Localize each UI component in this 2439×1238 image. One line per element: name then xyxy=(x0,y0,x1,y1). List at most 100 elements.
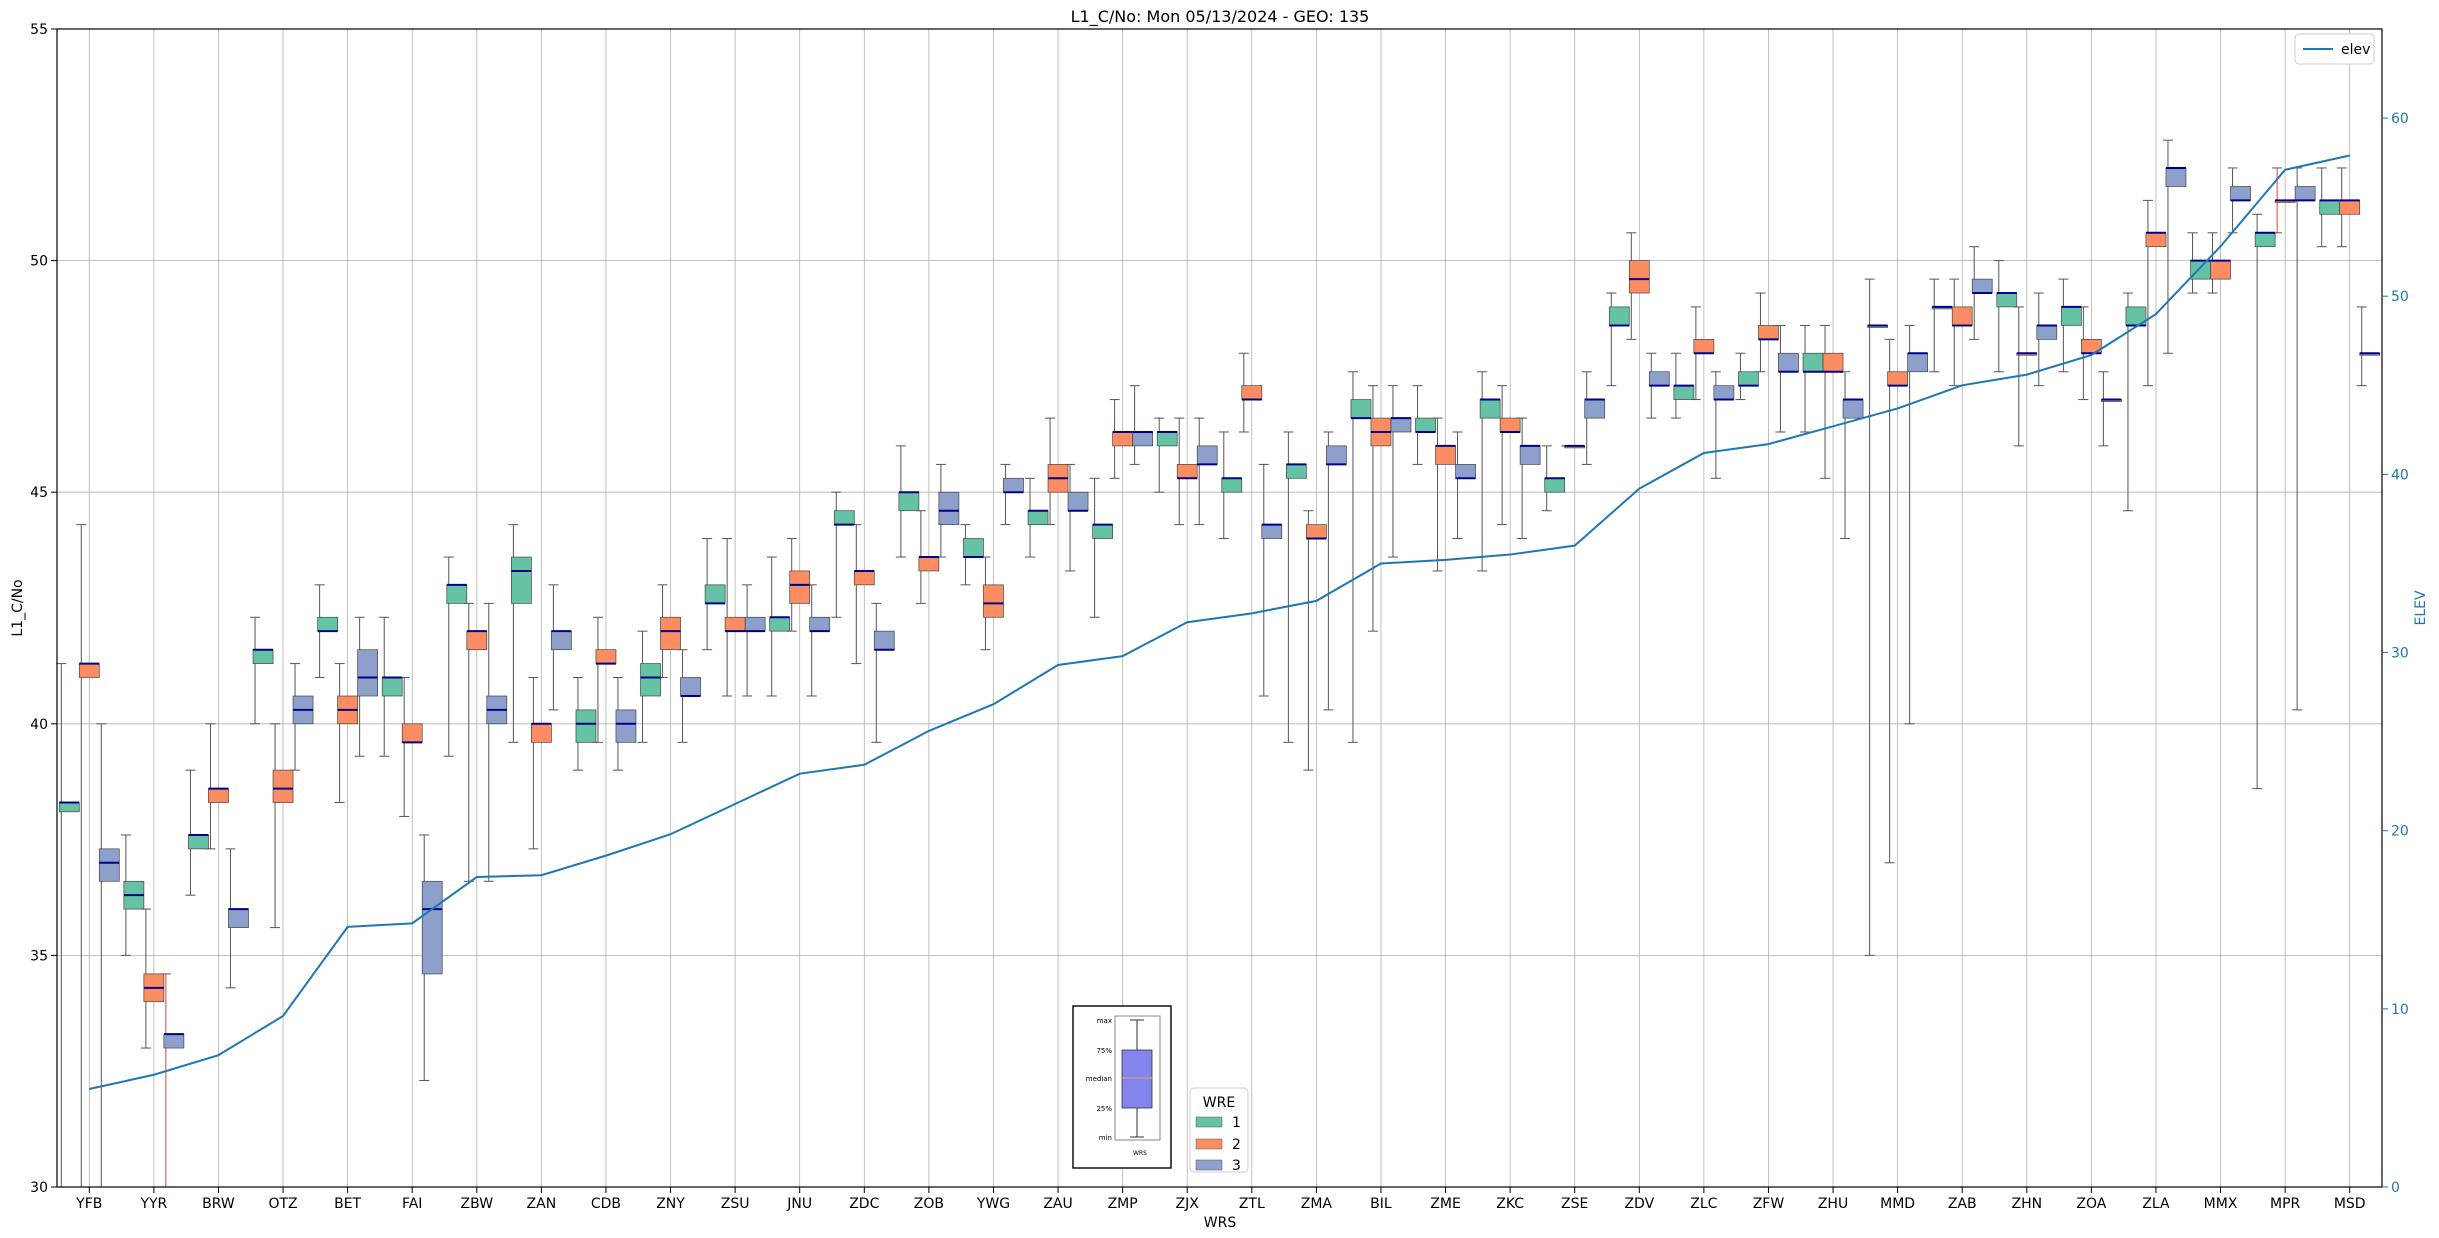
x-tick-label: BRW xyxy=(202,1196,235,1212)
y-tick-label: 40 xyxy=(30,717,48,733)
box-wre-3 xyxy=(873,630,895,651)
box-wre-1 xyxy=(2254,232,2276,248)
x-tick-label: ZAN xyxy=(527,1196,557,1212)
box-wre-1 xyxy=(898,491,920,512)
box-wre-2 xyxy=(1499,417,1521,433)
box-wre-1 xyxy=(1544,477,1566,493)
box-wre-1 xyxy=(1092,524,1113,539)
box-wre-1 xyxy=(640,663,661,697)
box-wre-2 xyxy=(1241,385,1263,400)
box-wre-3 xyxy=(809,616,831,632)
box-wre-3 xyxy=(680,677,701,697)
x-tick-label: ZDV xyxy=(1624,1196,1654,1212)
x-tick-label: MSD xyxy=(2334,1196,2366,1212)
x-tick-label: ZJX xyxy=(1176,1196,1200,1212)
box-key-min-label: min xyxy=(1099,1134,1112,1142)
box-wre-3 xyxy=(1971,278,1993,294)
box-key-q3-label: 75% xyxy=(1096,1047,1112,1055)
box-wre-1 xyxy=(1027,510,1049,525)
x-tick-label: ZMP xyxy=(1108,1196,1138,1212)
elev-legend: elev xyxy=(2294,33,2375,65)
y2-tick-label: 0 xyxy=(2391,1180,2400,1196)
box-wre-2 xyxy=(2145,232,2167,248)
box-wre-2 xyxy=(2339,200,2361,215)
box-wre-3 xyxy=(1390,417,1412,433)
box-wre-1 xyxy=(2190,260,2211,280)
box-wre-1 xyxy=(1286,464,1307,479)
x-tick-label: FAI xyxy=(402,1196,422,1212)
box-wre-1 xyxy=(1156,431,1178,447)
box-wre-2 xyxy=(78,663,100,678)
box-wre-1 xyxy=(2061,306,2082,326)
boxes xyxy=(58,167,2381,1049)
wre-legend-label-1: 1 xyxy=(1232,1115,1241,1131)
box-wre-1 xyxy=(1673,385,1695,400)
wre-legend: WRE 1 2 3 xyxy=(1189,1087,1249,1174)
median-lines xyxy=(59,166,2380,1036)
box-wre-3 xyxy=(615,709,637,743)
box-wre-3 xyxy=(1003,477,1024,493)
grid-lines xyxy=(57,29,2382,1187)
box-wre-1 xyxy=(769,616,791,632)
box-wre-3 xyxy=(1132,431,1153,447)
box-wre-3 xyxy=(1713,385,1735,400)
box-wre-2 xyxy=(1176,464,1198,479)
y-axis-left: 30 35 40 45 50 55 xyxy=(30,22,57,1196)
box-wre-3 xyxy=(1261,524,1283,539)
box-wre-3 xyxy=(1196,445,1218,465)
y2-tick-label: 10 xyxy=(2391,1002,2409,1018)
whiskers xyxy=(56,139,2367,1187)
elev-legend-frame xyxy=(2294,33,2375,65)
box-wre-1 xyxy=(1608,306,1630,326)
box-wre-2 xyxy=(1822,352,1844,373)
box-wre-3 xyxy=(1326,445,1347,465)
box-wre-2 xyxy=(724,616,746,632)
box-wre-2 xyxy=(2210,260,2231,280)
wre-legend-frame xyxy=(1189,1087,1249,1173)
wre-legend-label-3: 3 xyxy=(1232,1158,1241,1174)
box-wre-2 xyxy=(208,788,229,803)
box-wre-1 xyxy=(963,538,984,558)
y-tick-label: 30 xyxy=(30,1180,48,1196)
x-tick-label: ZAB xyxy=(1948,1196,1977,1212)
box-wre-3 xyxy=(1067,491,1089,512)
box-wre-1 xyxy=(511,556,532,604)
elev-line-layer xyxy=(89,154,2350,1090)
box-wre-1 xyxy=(1479,399,1501,419)
box-key-xlabel: WRS xyxy=(1133,1150,1147,1157)
x-tick-label: ZOB xyxy=(914,1196,944,1212)
wre-legend-title: WRE xyxy=(1203,1095,1235,1111)
x-tick-label: ZLA xyxy=(2142,1196,2170,1212)
box-key-inset: max 75% median 25% min WRS xyxy=(1072,1005,1172,1169)
x-tick-label: ZHU xyxy=(1818,1196,1848,1212)
x-tick-label: YYR xyxy=(139,1196,167,1212)
x-tick-label: ZBW xyxy=(461,1196,494,1212)
y-axis-label: L1_C/No xyxy=(10,579,26,636)
box-wre-1 xyxy=(1802,352,1824,373)
box-wre-2 xyxy=(401,723,423,743)
x-tick-label: YFB xyxy=(75,1196,102,1212)
x-axis: YFB YYR BRW OTZ BET FAI ZBW ZAN CDB ZNY ZSU JNU ZDC Z… xyxy=(75,1187,2366,1212)
box-wre-3 xyxy=(2294,186,2316,201)
box-wre-3 xyxy=(228,908,249,928)
box-wre-2 xyxy=(983,584,1004,618)
box-key-box xyxy=(1121,1049,1153,1109)
chart-title: L1_C/No: Mon 05/13/2024 - GEO: 135 xyxy=(1071,7,1370,27)
y-tick-label: 55 xyxy=(30,22,48,38)
x-tick-label: BIL xyxy=(1370,1196,1392,1212)
box-wre-1 xyxy=(188,834,209,850)
box-wre-3 xyxy=(421,880,443,975)
elev-line xyxy=(89,154,2350,1090)
y2-axis-label: ELEV xyxy=(2413,590,2429,625)
x-tick-label: ZKC xyxy=(1496,1196,1524,1212)
box-wre-1 xyxy=(1415,417,1436,433)
box-wre-2 xyxy=(1435,445,1456,465)
box-wre-1 xyxy=(2319,200,2341,215)
x-tick-label: ZSE xyxy=(1561,1196,1588,1212)
x-tick-label: MMX xyxy=(2204,1196,2238,1212)
box-wre-3 xyxy=(1778,352,1799,373)
box-wre-3 xyxy=(2165,167,2187,187)
box-wre-2 xyxy=(789,570,811,604)
x-tick-label: ZTL xyxy=(1239,1196,1265,1212)
